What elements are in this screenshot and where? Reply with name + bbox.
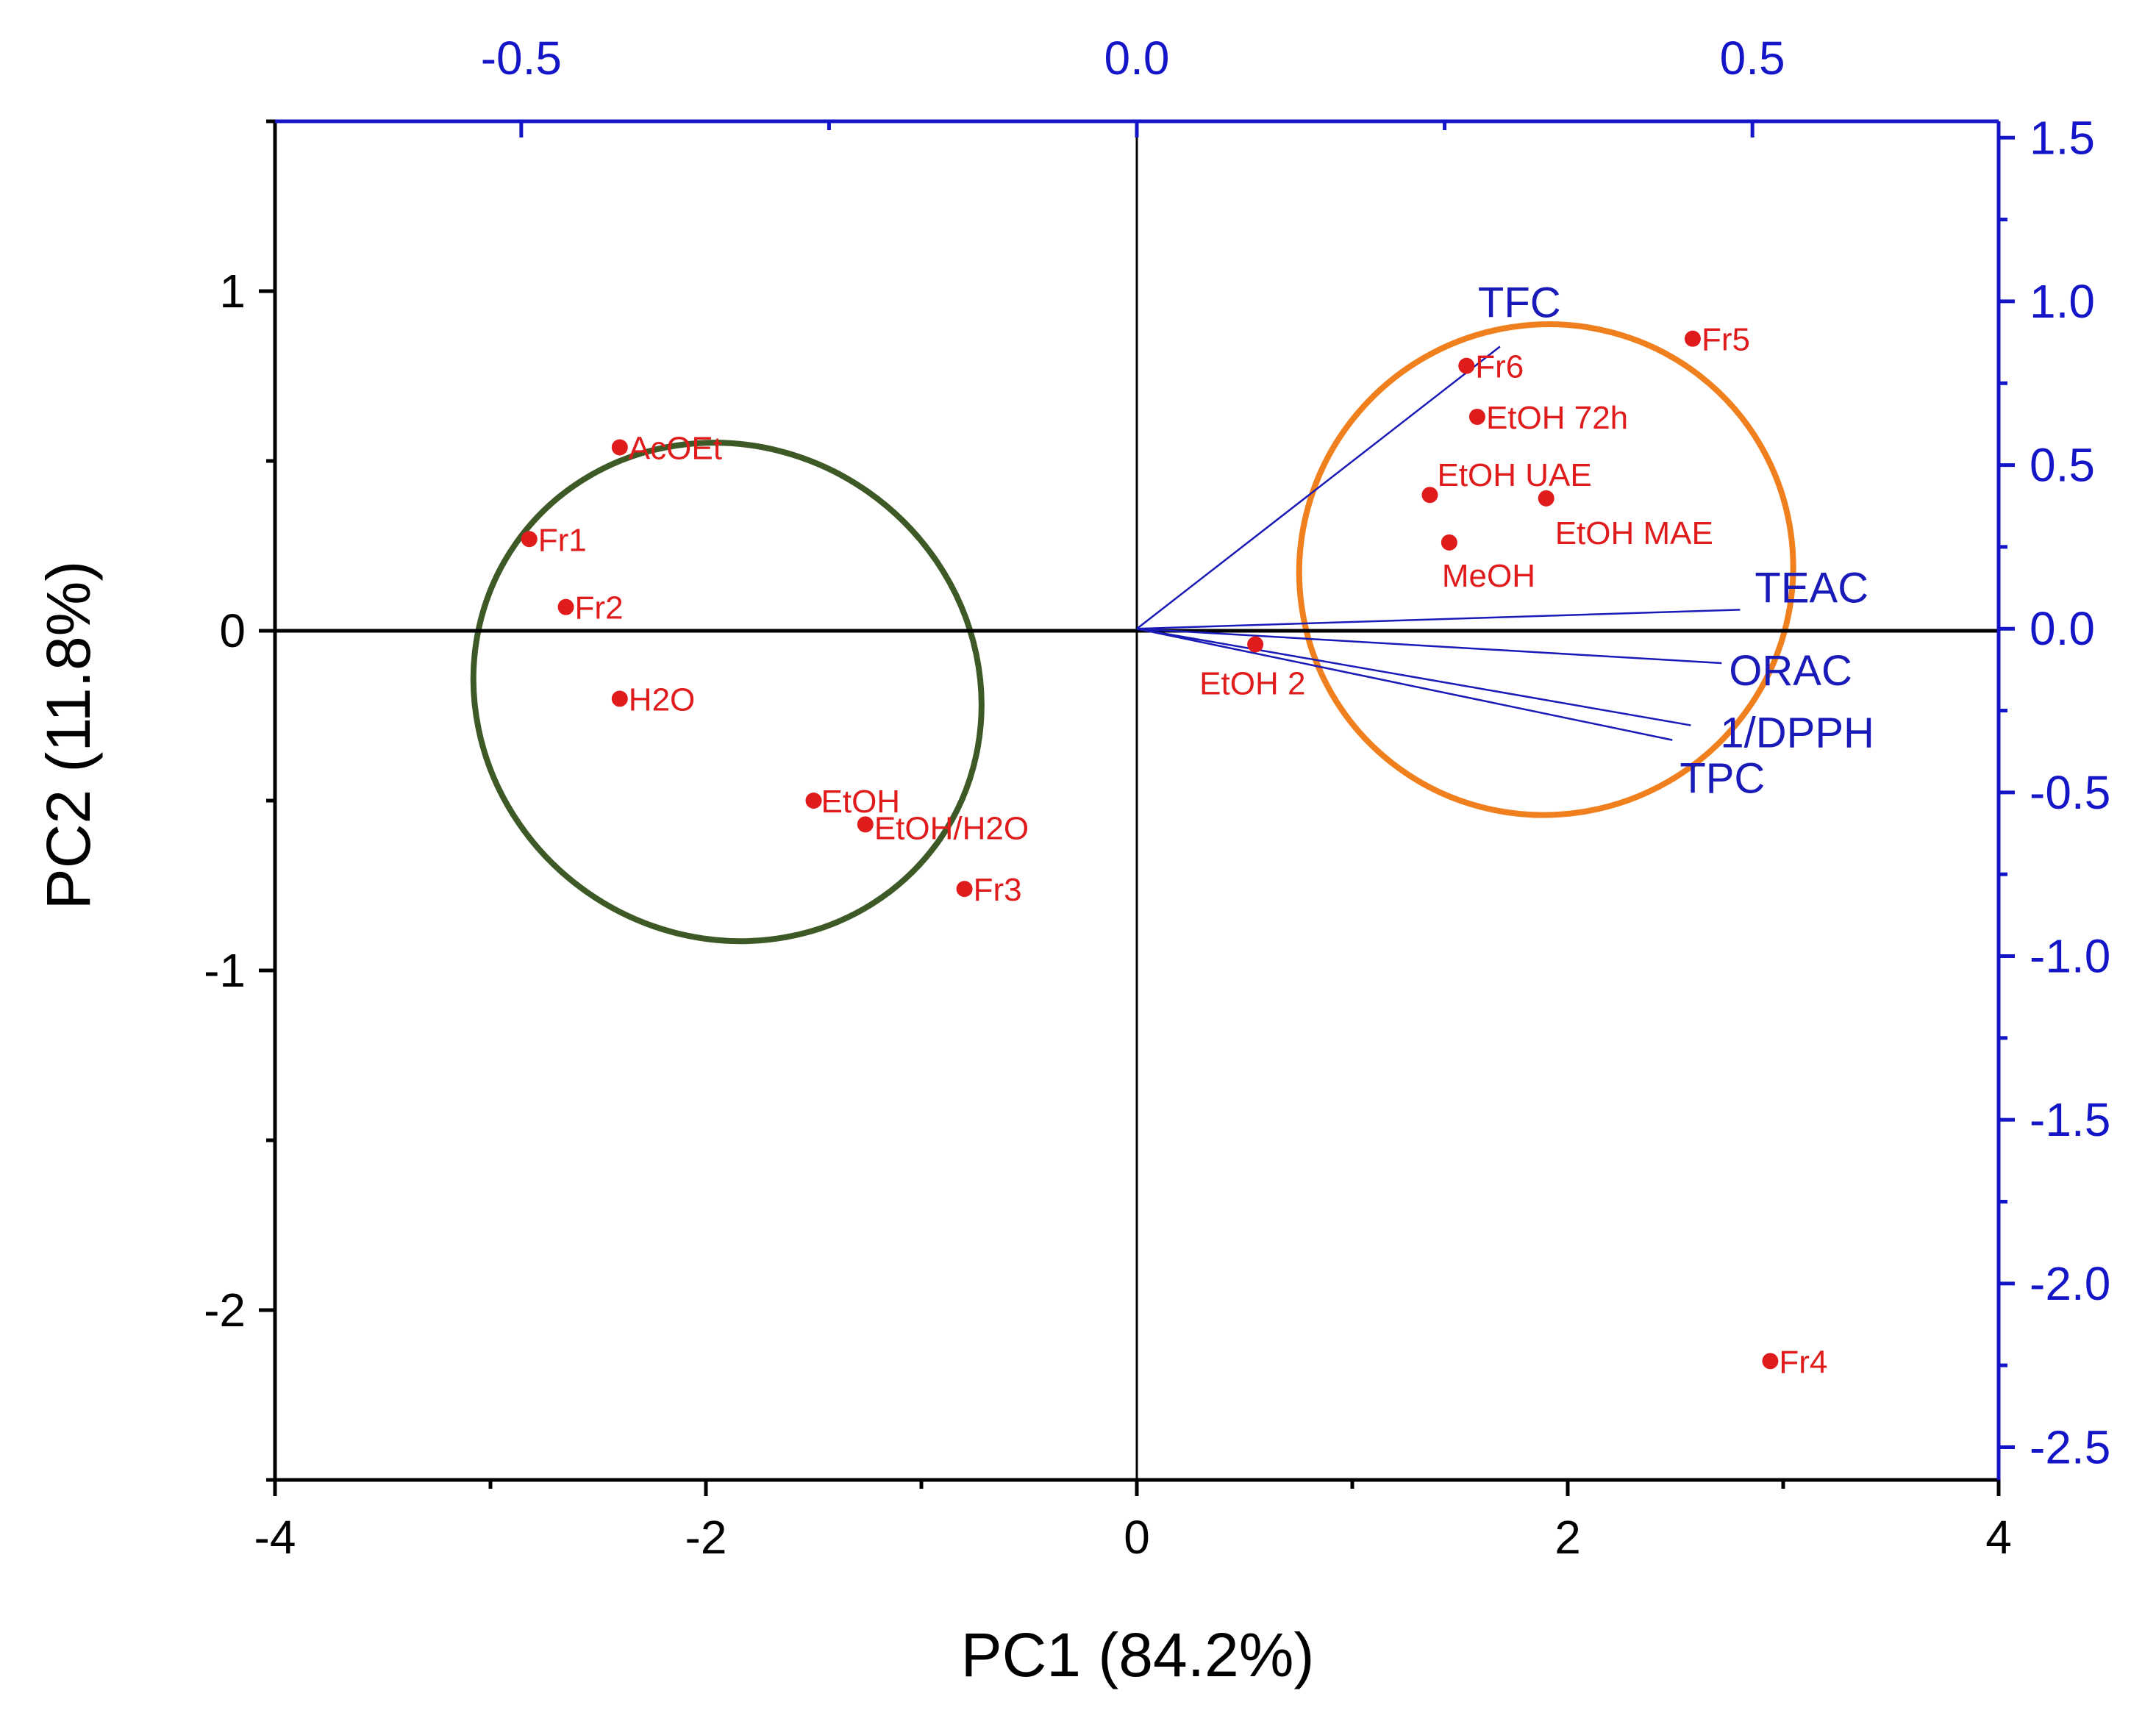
x-tick-label: 4 <box>1985 1511 2012 1564</box>
top-tick-label: -0.5 <box>481 32 562 85</box>
score-label-etoh-mae: EtOH MAE <box>1555 515 1713 551</box>
right-tick-label: -0.5 <box>2030 766 2110 819</box>
top-tick-label: 0.0 <box>1104 32 1170 85</box>
score-point-fr3 <box>956 881 973 898</box>
x-axis-title: PC1 (84.2%) <box>961 1620 1315 1689</box>
score-point-etoh-h2o <box>857 816 874 833</box>
loading-label-1-dpph: 1/DPPH <box>1720 709 1874 757</box>
score-label-etoh-2: EtOH 2 <box>1199 665 1305 701</box>
right-tick-label: -2.0 <box>2030 1257 2110 1310</box>
x-tick-label: 2 <box>1554 1511 1581 1564</box>
right-tick-label: 0.5 <box>2030 439 2095 492</box>
loading-vector-tpc <box>1136 627 1673 741</box>
score-label-etoh: EtOH <box>821 784 901 820</box>
score-point-fr6 <box>1458 357 1475 374</box>
y-tick-label: -2 <box>204 1284 246 1337</box>
y-tick-label: 1 <box>219 265 246 318</box>
score-label-meoh: MeOH <box>1442 558 1535 594</box>
score-point-fr5 <box>1684 330 1701 347</box>
x-tick-label: 0 <box>1124 1511 1150 1564</box>
y-tick-label: 0 <box>219 604 246 657</box>
score-label-etoh-h2o: EtOH/H2O <box>874 810 1029 846</box>
loading-vector-teac <box>1136 609 1741 630</box>
score-point-etoh-uae <box>1421 487 1438 504</box>
score-label-fr6: Fr6 <box>1475 349 1524 385</box>
score-point-fr2 <box>557 598 574 615</box>
loading-label-orac: ORAC <box>1729 647 1852 695</box>
right-tick-label: -1.0 <box>2030 930 2110 983</box>
score-label-h2o: H2O <box>629 682 695 718</box>
loading-label-tfc: TFC <box>1478 279 1561 326</box>
score-label-acoet: AcOEt <box>629 431 722 467</box>
x-tick-label: -4 <box>254 1511 296 1564</box>
x-tick-label: -2 <box>685 1511 727 1564</box>
y-tick-label: -1 <box>204 944 246 997</box>
score-point-etoh <box>805 793 822 809</box>
group-ellipse-left <box>470 440 985 945</box>
score-point-meoh <box>1441 534 1457 551</box>
loading-label-teac: TEAC <box>1755 564 1868 612</box>
score-point-etoh-mae <box>1538 490 1554 507</box>
loading-vector-1-dpph <box>1136 627 1691 726</box>
group-ellipse-right <box>1296 321 1796 818</box>
score-label-fr2: Fr2 <box>575 590 624 626</box>
right-tick-label: -2.5 <box>2030 1420 2110 1473</box>
score-point-fr4 <box>1762 1353 1779 1370</box>
score-label-fr5: Fr5 <box>1702 322 1750 358</box>
right-tick-label: 1.0 <box>2030 275 2095 328</box>
group-ellipses <box>470 321 1796 945</box>
score-point-etoh-72h <box>1468 408 1485 425</box>
score-point-acoet <box>611 439 628 456</box>
loading-label-tpc: TPC <box>1680 755 1765 803</box>
axis-ticks: -4 -2 0 2 4 -2 -1 0 1 -0.5 0.0 0.5 1.5 1.0 0.5 0.0 -0.5 -… <box>204 32 2110 1564</box>
right-tick-label: -1.5 <box>2030 1093 2110 1146</box>
score-label-fr4: Fr4 <box>1779 1344 1827 1380</box>
loading-vector-orac <box>1136 627 1722 665</box>
zero-lines <box>275 121 1999 1480</box>
score-label-etoh-72h: EtOH 72h <box>1486 400 1628 436</box>
loading-vector-tfc <box>1136 346 1501 630</box>
y-axis-title: PC2 (11.8%) <box>34 561 103 910</box>
top-tick-label: 0.5 <box>1720 32 1785 85</box>
right-tick-label: 1.5 <box>2030 111 2095 164</box>
score-label-etoh-uae: EtOH UAE <box>1437 457 1591 493</box>
score-point-etoh-2 <box>1247 636 1264 653</box>
score-point-fr1 <box>521 531 538 548</box>
score-point-h2o <box>611 690 628 707</box>
score-label-fr3: Fr3 <box>974 872 1022 908</box>
score-label-fr1: Fr1 <box>538 522 587 558</box>
right-tick-label: 0.0 <box>2030 602 2095 655</box>
